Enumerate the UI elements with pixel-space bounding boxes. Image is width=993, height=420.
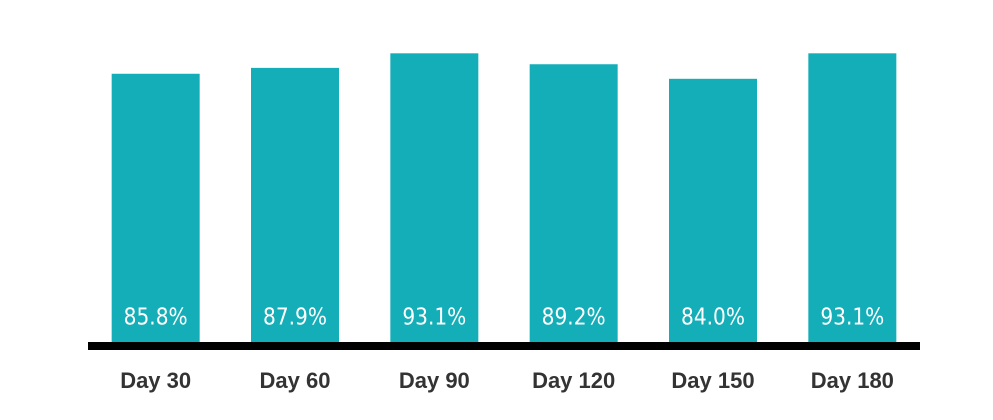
x-tick-label: Day 60 (260, 368, 331, 393)
value-label: 89.2% (542, 305, 606, 331)
value-label: 87.9% (263, 305, 327, 331)
value-label: 93.1% (820, 305, 884, 331)
bar (529, 64, 618, 343)
baseline (88, 342, 920, 350)
value-label: 85.8% (124, 305, 188, 331)
value-label: 84.0% (681, 305, 745, 331)
bar (390, 53, 479, 342)
value-label: 93.1% (402, 305, 466, 331)
x-tick-label: Day 30 (120, 368, 191, 393)
bar (669, 78, 757, 343)
x-tick-label: Day 180 (811, 368, 894, 393)
x-tick-label: Day 90 (399, 368, 470, 393)
x-tick-label: Day 150 (671, 368, 754, 393)
bar (251, 67, 339, 342)
bar (808, 53, 897, 342)
bar (111, 73, 200, 342)
x-tick-label: Day 120 (532, 368, 615, 393)
